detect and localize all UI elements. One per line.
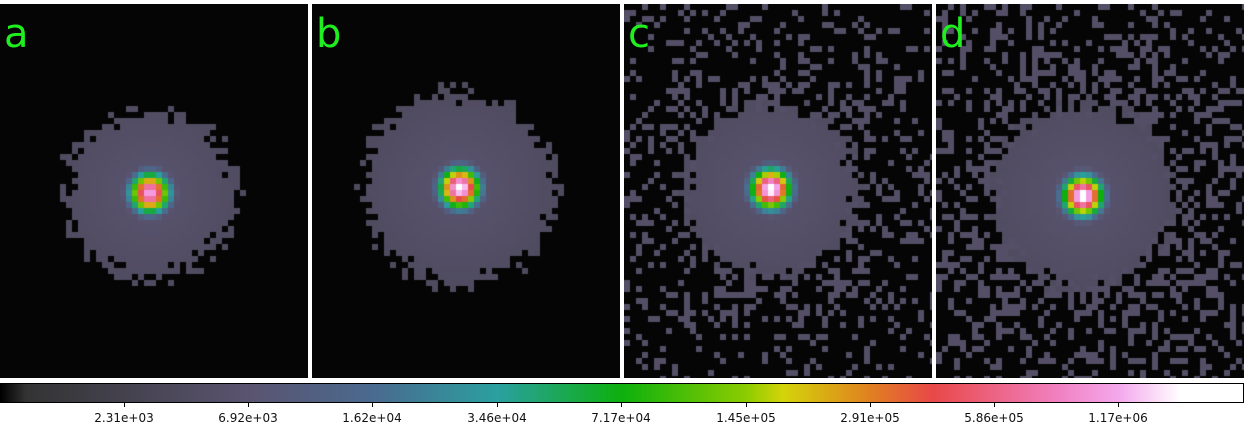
colorbar-tick	[497, 402, 498, 407]
image-panel-d[interactable]: d	[936, 4, 1244, 378]
colorbar-tick-label: 5.86e+05	[964, 411, 1024, 425]
colorbar-tick-label: 7.17e+04	[591, 411, 651, 425]
colorbar-tick-label: 1.17e+06	[1088, 411, 1148, 425]
panel-label: b	[316, 11, 342, 57]
panel-label: c	[628, 11, 650, 57]
colorbar-tick-label: 1.45e+05	[716, 411, 776, 425]
colorbar-tick	[994, 402, 995, 407]
image-panel-c[interactable]: c	[624, 4, 932, 378]
colorbar-tick-label: 3.46e+04	[467, 411, 527, 425]
colorbar-tick	[746, 402, 747, 407]
colorbar[interactable]	[0, 383, 1244, 403]
colorbar-tick	[870, 402, 871, 407]
colorbar-tick-label: 6.92e+03	[218, 411, 278, 425]
colorbar-tick-label: 2.31e+03	[94, 411, 154, 425]
image-canvas	[0, 4, 308, 378]
panel-label: d	[940, 11, 966, 57]
colorbar-tick-label: 2.91e+05	[840, 411, 900, 425]
image-panel-b[interactable]: b	[312, 4, 620, 378]
image-canvas	[624, 4, 932, 378]
colorbar-tick	[1118, 402, 1119, 407]
colorbar-tick	[621, 402, 622, 407]
colorbar-tick	[124, 402, 125, 407]
colorbar-tick	[372, 402, 373, 407]
image-canvas	[936, 4, 1244, 378]
colorbar-tick	[248, 402, 249, 407]
colorbar-tick-label: 1.62e+04	[342, 411, 402, 425]
image-canvas	[312, 4, 620, 378]
panel-label: a	[4, 11, 29, 57]
image-panel-a[interactable]: a	[0, 4, 308, 378]
